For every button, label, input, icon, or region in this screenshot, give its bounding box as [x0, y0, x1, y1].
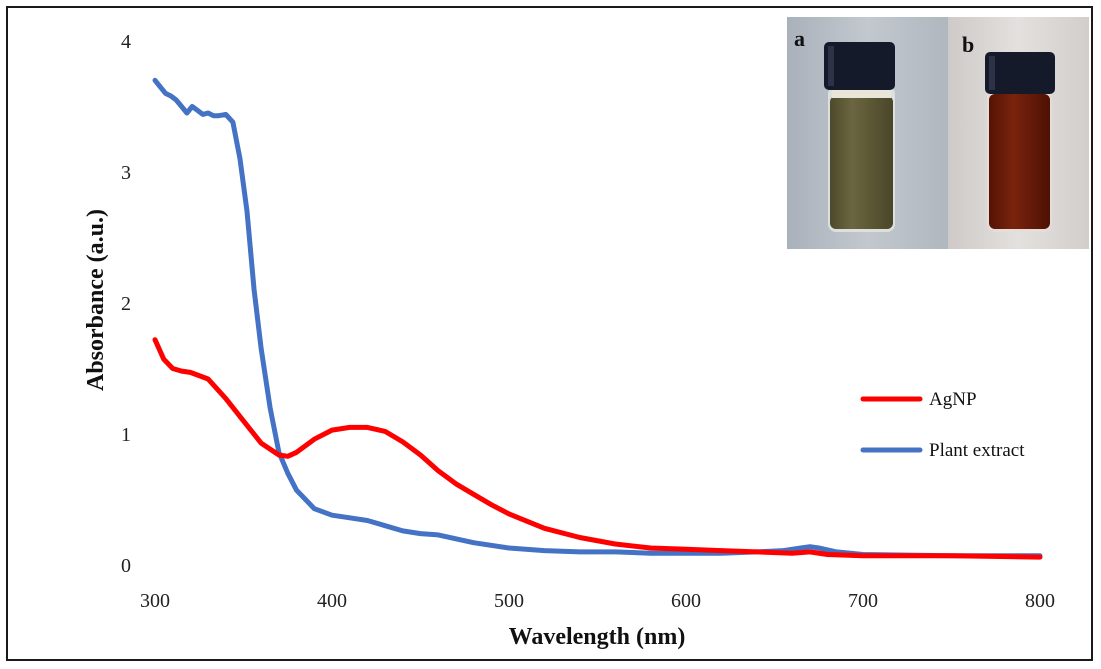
vial-liquid: [830, 96, 893, 229]
inset-panel-b: b: [948, 17, 1089, 249]
y-tick-label: 2: [121, 293, 131, 315]
y-tick-label: 3: [121, 162, 131, 184]
y-tick-label: 0: [121, 555, 131, 577]
figure-frame: [6, 6, 1093, 661]
legend-label-agnp: AgNP: [929, 389, 977, 410]
y-tick-label: 1: [121, 424, 131, 446]
y-tick-label: 4: [121, 31, 131, 53]
inset-label-a: a: [794, 26, 805, 51]
vial-liquid: [989, 94, 1050, 229]
x-tick-label: 500: [494, 590, 524, 612]
inset-photos: a b: [787, 17, 1089, 249]
legend-label-plant-extract: Plant extract: [929, 440, 1025, 461]
x-tick-label: 600: [671, 590, 701, 612]
vial-meniscus: [832, 90, 891, 98]
vial-cap: [985, 52, 1055, 94]
x-tick-label: 300: [140, 590, 170, 612]
vial-cap-highlight: [989, 56, 995, 90]
inset-panel-a: a: [787, 17, 948, 249]
vial-cap: [824, 42, 895, 90]
x-axis-title: Wavelength (nm): [509, 624, 686, 650]
x-tick-label: 400: [317, 590, 347, 612]
inset-label-b: b: [962, 32, 974, 57]
vial-cap-highlight: [828, 46, 834, 86]
legend: AgNP Plant extract: [860, 389, 1025, 461]
series-line-agnp: [152, 337, 1043, 560]
x-tick-label: 700: [848, 590, 878, 612]
x-tick-label: 800: [1025, 590, 1055, 612]
y-axis-title: Absorbance (a.u.): [83, 209, 109, 391]
